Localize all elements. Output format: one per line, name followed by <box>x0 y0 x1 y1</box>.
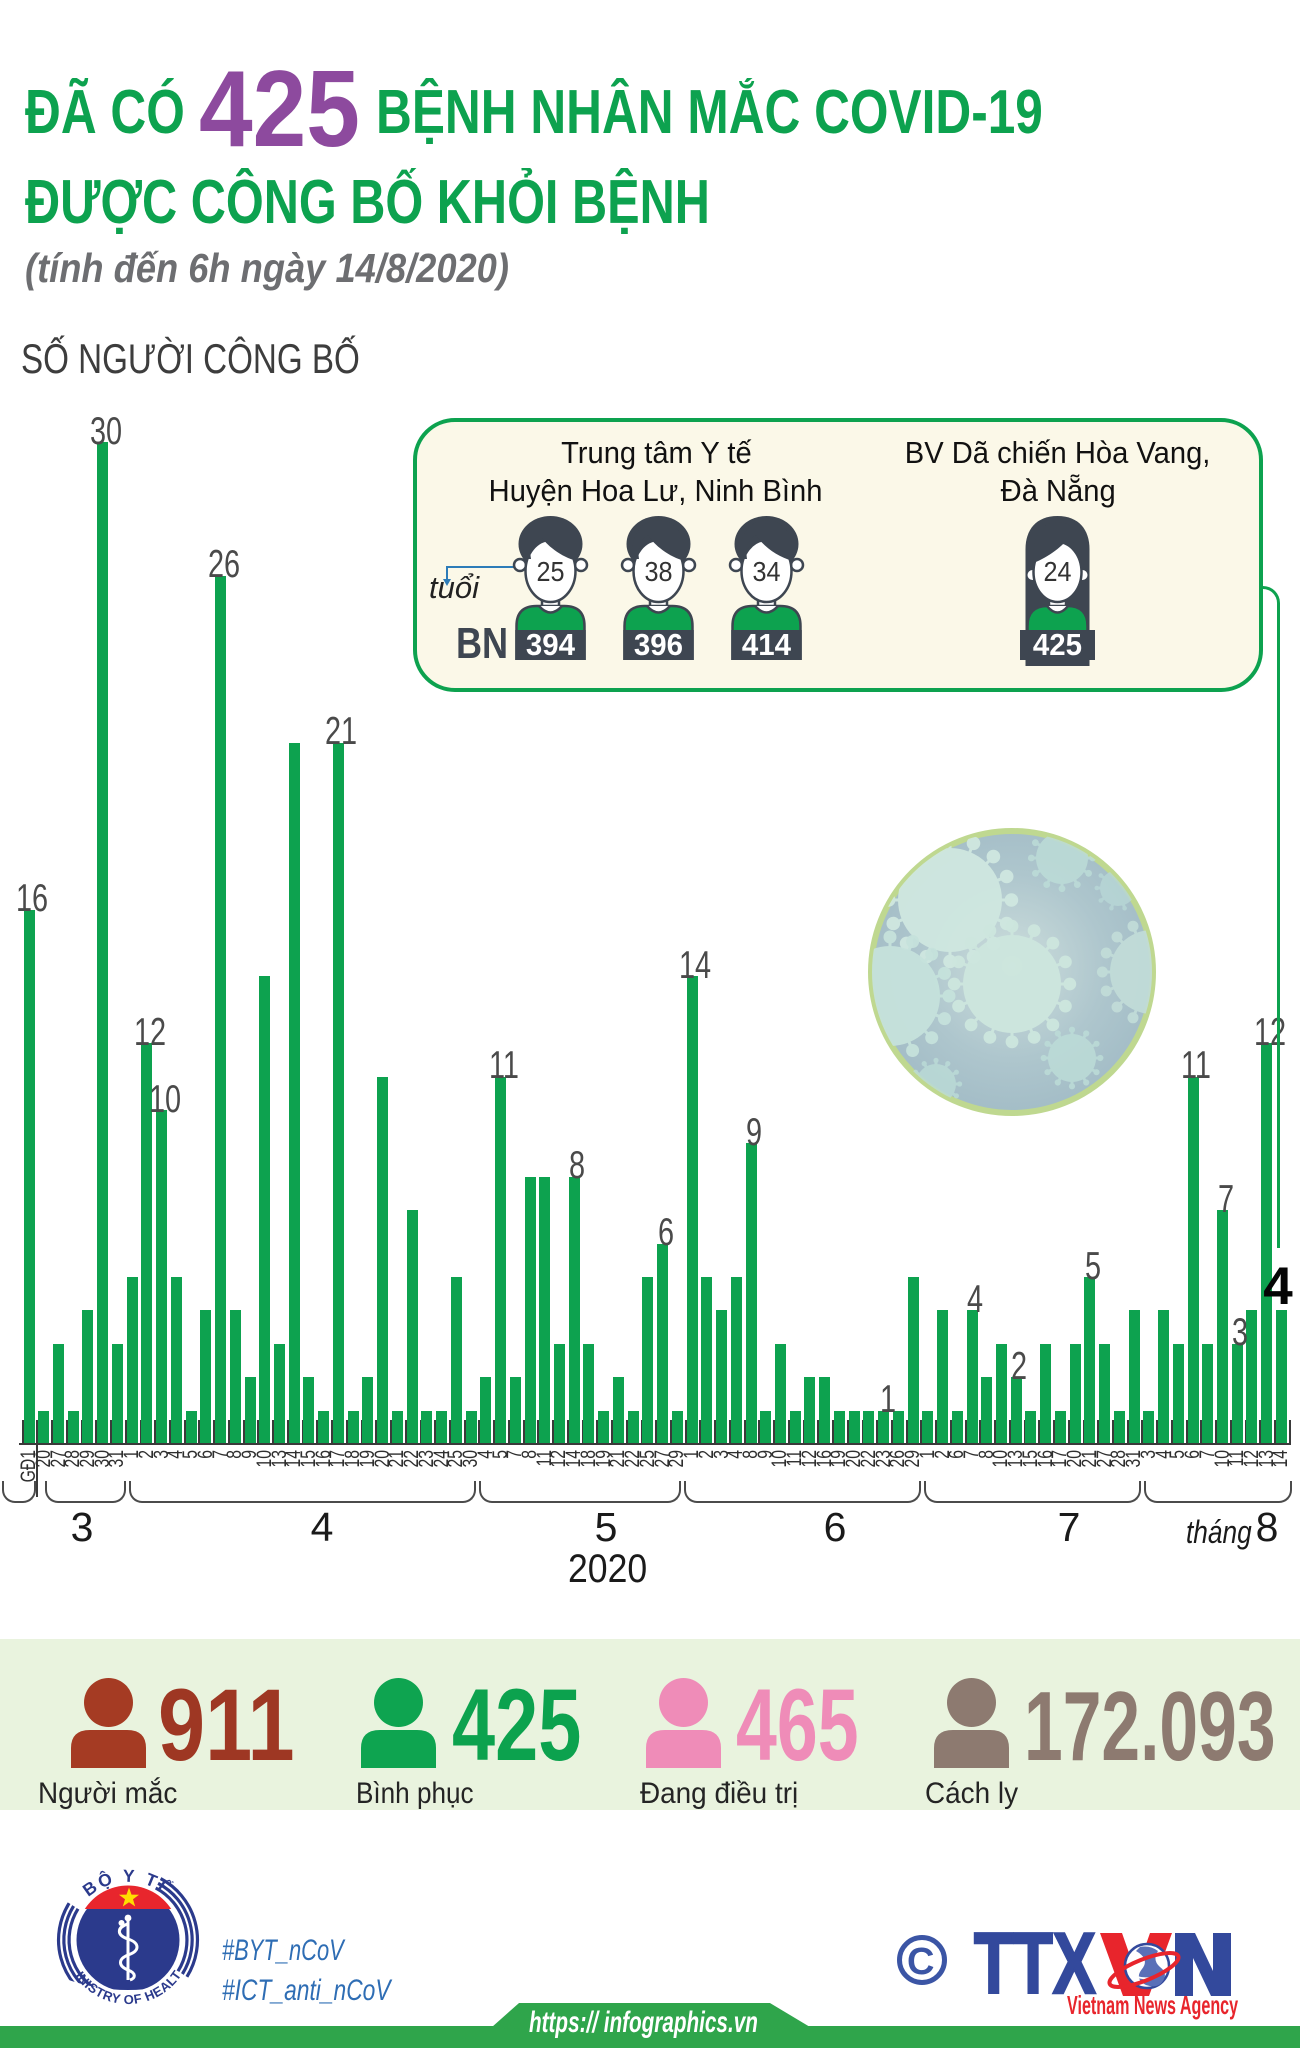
svg-text:25: 25 <box>536 556 564 588</box>
svg-text:425: 425 <box>1032 628 1081 662</box>
svg-text:394: 394 <box>526 628 575 660</box>
svg-text:38: 38 <box>644 556 672 588</box>
svg-text:24: 24 <box>1043 556 1071 588</box>
svg-text:396: 396 <box>634 628 683 660</box>
svg-text:414: 414 <box>742 628 791 660</box>
svg-text:34: 34 <box>752 556 780 588</box>
